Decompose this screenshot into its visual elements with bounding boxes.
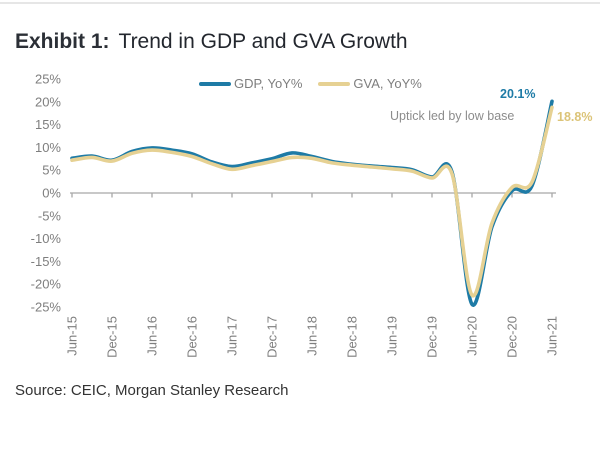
y-tick-label: 5% (42, 163, 61, 178)
y-tick-label: 0% (42, 186, 61, 201)
x-tick-label: Jun-18 (305, 316, 320, 356)
chart-title: Exhibit 1: Trend in GDP and GVA Growth (15, 30, 408, 54)
gdp-legend-label: GDP, YoY% (234, 76, 303, 91)
y-tick-label: 20% (35, 94, 61, 109)
window-top-border (0, 2, 600, 4)
y-tick-label: 10% (35, 140, 61, 155)
x-tick-label: Dec-16 (185, 316, 200, 358)
x-tick-label: Dec-15 (105, 316, 120, 358)
x-tick-label: Jun-16 (145, 316, 160, 356)
x-tick-label: Jun-17 (225, 316, 240, 356)
uptick-annotation: Uptick led by low base (390, 109, 515, 123)
legend-item-gva: GVA, YoY% (318, 76, 422, 91)
y-tick-label: 15% (35, 117, 61, 132)
y-tick-label: -5% (38, 208, 62, 223)
gdp-line-swatch (199, 81, 231, 86)
legend-item-gdp: GDP, YoY% (199, 77, 302, 90)
gdp-endpoint-value: 20.1% (500, 87, 536, 101)
gva-legend-label: GVA, YoY% (353, 76, 422, 91)
y-tick-label: -10% (31, 231, 62, 246)
legend: GDP, YoY% GVA, YoY% (199, 77, 422, 90)
x-tick-label: Jun-15 (65, 316, 80, 356)
gva-line (70, 105, 554, 298)
y-tick-label: -15% (31, 254, 62, 269)
y-tick-label: -20% (31, 277, 62, 292)
x-tick-label: Jun-20 (465, 316, 480, 356)
x-tick-label: Dec-19 (425, 316, 440, 358)
x-tick-label: Dec-18 (345, 316, 360, 358)
gva-line-swatch (318, 81, 351, 86)
x-tick-label: Dec-20 (505, 316, 520, 358)
y-tick-label: -25% (31, 300, 62, 315)
chart-title-text: Trend in GDP and GVA Growth (118, 30, 408, 53)
x-tick-label: Dec-17 (265, 316, 280, 358)
exhibit-number-label: Exhibit 1: (15, 30, 110, 53)
source-text: Source: CEIC, Morgan Stanley Research (15, 382, 289, 399)
y-tick-label: 25% (35, 72, 61, 87)
x-tick-label: Jun-21 (545, 316, 560, 356)
gva-endpoint-value: 18.8% (557, 110, 593, 124)
x-tick-label: Jun-19 (385, 316, 400, 356)
